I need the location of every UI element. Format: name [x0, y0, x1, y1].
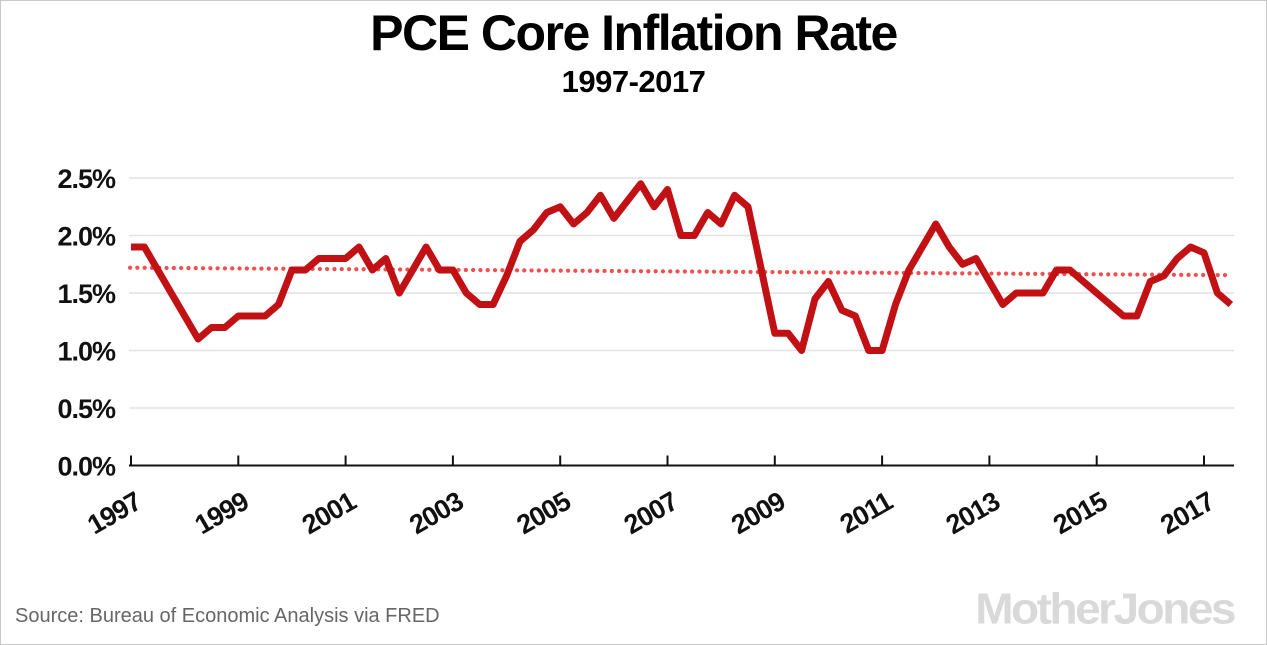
y-tick-label: 0.5% — [57, 394, 116, 424]
source-note: Source: Bureau of Economic Analysis via … — [15, 605, 440, 627]
x-tick-label: 2015 — [1048, 486, 1112, 541]
y-tick-label: 2.5% — [57, 164, 116, 194]
x-tick-label: 2005 — [512, 486, 576, 541]
motherjones-logo: MotherJones — [975, 583, 1236, 634]
y-tick-label: 2.0% — [57, 222, 116, 252]
trend-line — [127, 265, 1233, 278]
x-tick-label: 1999 — [190, 486, 254, 541]
chart-subtitle: 1997-2017 — [561, 64, 706, 99]
inflation-line — [131, 180, 1234, 354]
x-tick-label: 2017 — [1155, 486, 1219, 540]
y-tick-label: 1.5% — [57, 279, 116, 309]
y-tick-label: 1.0% — [57, 337, 116, 367]
y-tick-label: 0.0% — [57, 452, 116, 482]
x-tick-label: 1997 — [82, 486, 146, 540]
chart-title: PCE Core Inflation Rate — [370, 5, 898, 61]
x-tick-label: 2009 — [726, 486, 790, 541]
x-tick-label: 2001 — [297, 486, 361, 541]
x-tick-label: 2003 — [404, 486, 468, 541]
x-tick-label: 2007 — [619, 486, 683, 540]
x-tick-label: 2011 — [835, 486, 898, 540]
x-tick-label: 2013 — [941, 486, 1005, 541]
